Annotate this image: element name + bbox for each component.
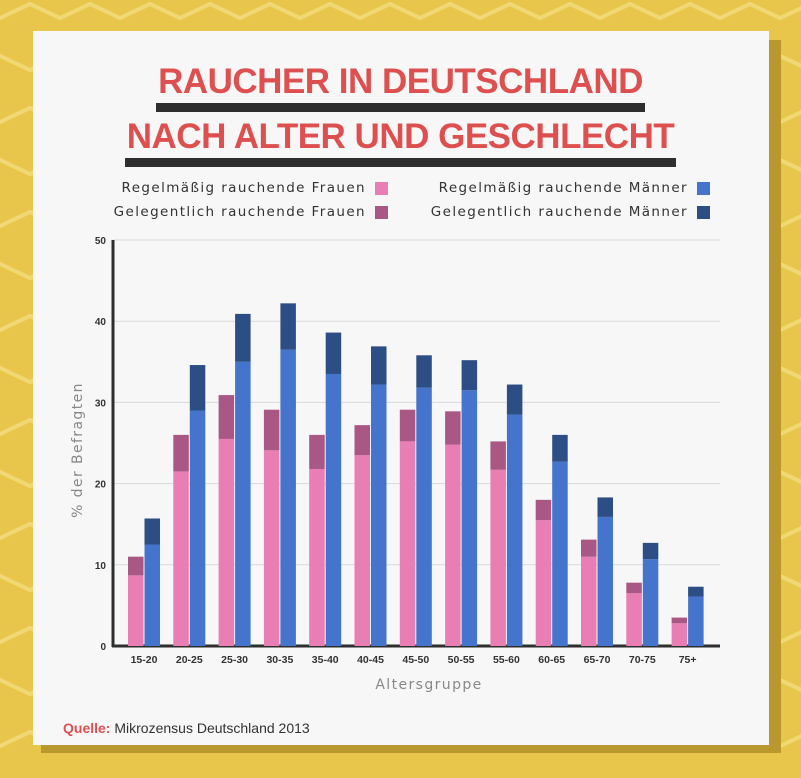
bar-women-occasional <box>490 441 506 470</box>
bar-men-regular <box>416 387 432 646</box>
legend-women-occasional: Gelegentlich rauchende Frauen <box>40 204 388 222</box>
legend-men-occasional: Gelegentlich rauchende Männer <box>400 204 710 222</box>
bar-women-occasional <box>218 395 235 439</box>
chart-title-line-2: NACH ALTER UND GESCHLECHT <box>0 117 801 167</box>
x-tick-label: 30-35 <box>266 654 293 666</box>
legend-swatch <box>375 206 388 219</box>
y-tick-label: 20 <box>95 480 107 491</box>
bar-women-occasional <box>581 539 597 557</box>
bar-women-regular <box>399 441 416 646</box>
legend-men-regular: Regelmäßig rauchende Männer <box>400 180 710 198</box>
bar-women-occasional <box>445 411 461 445</box>
y-tick-label: 10 <box>95 561 107 572</box>
bar-men-occasional <box>416 355 432 388</box>
bar-men-occasional <box>597 497 613 517</box>
x-tick-label: 20-25 <box>176 654 203 666</box>
x-tick-label: 75+ <box>679 654 697 666</box>
bar-men-occasional <box>506 384 523 415</box>
bar-women-regular <box>263 450 280 646</box>
x-tick-label: 50-55 <box>448 654 475 666</box>
bar-women-occasional <box>399 409 416 442</box>
y-tick-label: 30 <box>95 398 107 409</box>
y-tick-label: 50 <box>95 236 107 247</box>
bar-women-occasional <box>535 499 552 521</box>
bar-men-occasional <box>688 586 704 597</box>
bar-men-occasional <box>371 346 387 385</box>
y-tick-label: 0 <box>100 642 106 653</box>
bar-women-occasional <box>354 425 370 456</box>
legend-label: Regelmäßig rauchende Männer <box>438 180 688 196</box>
bar-women-regular <box>128 575 144 646</box>
bar-men-regular <box>642 559 659 646</box>
bar-men-regular <box>506 414 523 646</box>
bar-women-occasional <box>128 556 144 576</box>
x-axis-title: Altersgruppe <box>375 677 482 693</box>
legend-swatch <box>375 182 388 195</box>
legend-women-regular: Regelmäßig rauchende Frauen <box>40 180 388 198</box>
x-tick-label: 45-50 <box>402 654 429 666</box>
legend-label: Gelegentlich rauchende Männer <box>430 204 688 220</box>
bar-men-regular <box>280 349 296 646</box>
bar-women-regular <box>581 556 597 646</box>
bar-women-regular <box>173 471 189 646</box>
bar-women-occasional <box>173 434 189 472</box>
bar-women-occasional <box>309 434 325 469</box>
bar-women-regular <box>354 455 370 646</box>
source-note: Quelle: Mikrozensus Deutschland 2013 <box>63 720 310 736</box>
bar-men-regular <box>688 596 704 646</box>
bar-men-occasional <box>235 313 251 362</box>
legend-swatch <box>697 206 710 219</box>
source-text: Mikrozensus Deutschland 2013 <box>114 720 310 736</box>
bar-men-occasional <box>461 360 478 391</box>
bar-women-regular <box>535 520 552 646</box>
legend-label: Regelmäßig rauchende Frauen <box>121 180 366 196</box>
bar-men-occasional <box>325 332 342 374</box>
y-tick-label: 40 <box>95 317 107 328</box>
bar-women-regular <box>671 623 688 646</box>
source-label: Quelle: <box>63 720 111 736</box>
bar-women-occasional <box>263 409 280 451</box>
x-tick-label: 70-75 <box>629 654 656 666</box>
bar-women-regular <box>445 444 461 646</box>
bar-women-regular <box>309 468 325 646</box>
x-tick-label: 60-65 <box>538 654 565 666</box>
bar-men-occasional <box>144 518 160 545</box>
x-tick-label: 15-20 <box>131 654 158 666</box>
bar-men-regular <box>325 373 342 646</box>
y-axis-title: % der Befragten <box>70 382 86 518</box>
legend-swatch <box>697 182 710 195</box>
bar-men-regular <box>144 544 160 646</box>
x-tick-label: 25-30 <box>221 654 248 666</box>
bar-men-regular <box>189 410 206 646</box>
bar-women-regular <box>218 438 235 646</box>
bar-women-occasional <box>671 617 688 624</box>
bar-women-regular <box>490 469 506 646</box>
chart-title-line-1: RAUCHER IN DEUTSCHLAND <box>0 62 801 112</box>
bar-men-regular <box>371 384 387 646</box>
bar-men-occasional <box>642 542 659 560</box>
bar-women-occasional <box>626 582 642 594</box>
x-tick-label: 35-40 <box>312 654 339 666</box>
bar-men-regular <box>552 461 568 646</box>
bar-men-regular <box>235 361 251 646</box>
bar-men-occasional <box>280 303 296 350</box>
x-tick-label: 55-60 <box>493 654 520 666</box>
x-tick-label: 65-70 <box>584 654 611 666</box>
bar-women-regular <box>626 593 642 646</box>
bar-men-occasional <box>552 434 568 462</box>
bar-men-occasional <box>189 365 206 411</box>
bar-men-regular <box>461 390 478 646</box>
legend-label: Gelegentlich rauchende Frauen <box>113 204 366 220</box>
x-tick-label: 40-45 <box>357 654 384 666</box>
bar-men-regular <box>597 516 613 646</box>
